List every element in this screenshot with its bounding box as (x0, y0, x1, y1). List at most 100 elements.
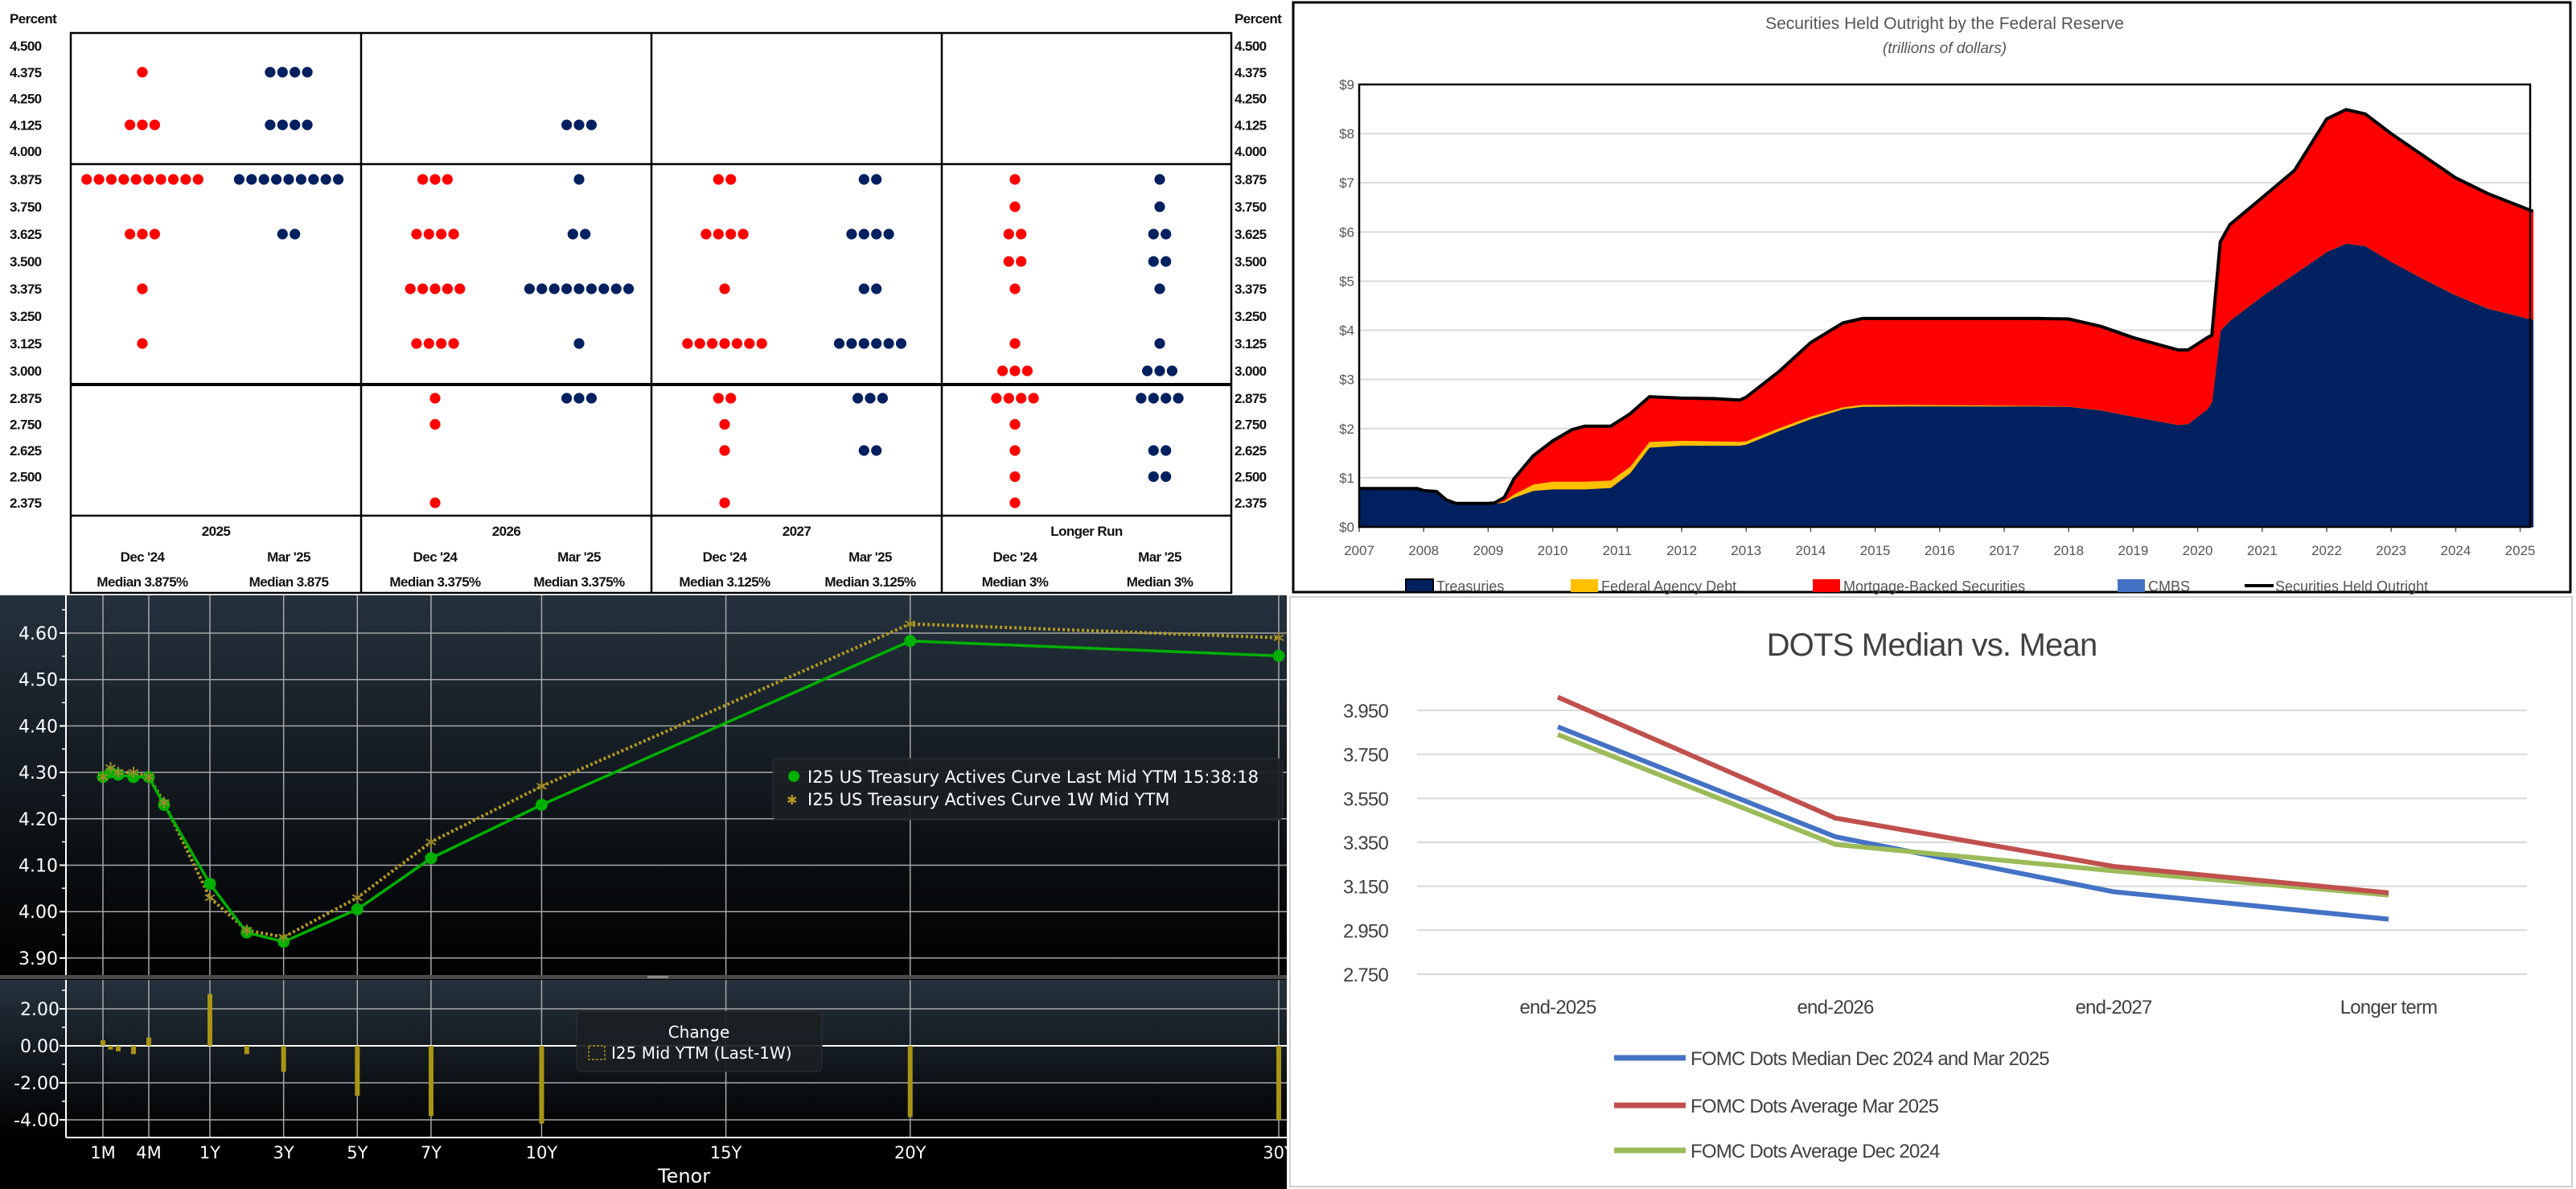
dot-mark (105, 174, 117, 185)
change-bar (281, 1046, 286, 1072)
dot-mark (580, 228, 591, 240)
median-label: Median 3.125% (679, 574, 770, 590)
dot-mark (1148, 393, 1159, 404)
dot-mark (1016, 256, 1027, 267)
dot-mark (417, 174, 429, 185)
dot-mark (707, 338, 718, 349)
median-label: Median 3.375% (533, 574, 625, 590)
y-tick-label-right: 3.000 (1235, 364, 1267, 379)
y-tick-label: 2.750 (1343, 965, 1389, 986)
y-tick-label-left: 3.000 (10, 364, 42, 379)
change-bar (131, 1046, 136, 1055)
x-tick-label: 10Y (526, 1143, 558, 1162)
column-label: Mar '25 (1138, 549, 1181, 565)
change-bar (1276, 1046, 1281, 1120)
dot-mark (858, 174, 869, 185)
dot-mark (411, 338, 422, 349)
dot-mark (877, 393, 888, 404)
dot-mark (853, 393, 864, 404)
change-bar (146, 1037, 151, 1046)
dot-mark (997, 365, 1009, 376)
x-tick-label: 2022 (2311, 543, 2342, 558)
group-label: 2027 (783, 524, 811, 539)
dot-mark (1154, 338, 1165, 349)
dot-mark (719, 283, 730, 294)
y-tick-label: 4.50 (18, 671, 58, 691)
dot-mark (143, 174, 154, 185)
y-tick-label: 4.20 (18, 810, 58, 830)
y-tick-label-left: 2.750 (10, 418, 42, 433)
y-axis-label-right: Percent (1235, 11, 1282, 27)
legend-label: FOMC Dots Median Dec 2024 and Mar 2025 (1691, 1048, 2049, 1070)
dot-mark (137, 228, 148, 240)
x-tick-label: 1Y (199, 1143, 220, 1162)
y-tick-label: 3.90 (18, 949, 58, 969)
dot-mark (1009, 365, 1021, 376)
legend-swatch (1405, 578, 1434, 593)
series-line (1556, 732, 2389, 898)
dots-median-mean-chart: DOTS Median vs. Mean 3.950 3.750 3.550 3.35… (1289, 596, 2573, 1187)
dot-mark (448, 228, 459, 240)
star-stroke (97, 773, 109, 781)
dot-mark (623, 283, 635, 294)
y-tick-label-left: 3.125 (10, 336, 42, 352)
dot-mark (1003, 393, 1014, 404)
dot-mark (858, 228, 869, 240)
y-tick-label: 0.00 (20, 1037, 60, 1057)
dot-mark (756, 338, 767, 349)
dot-mark (883, 338, 894, 349)
x-tick-label: 2009 (1473, 543, 1503, 558)
dot-mark (81, 174, 92, 185)
x-tick-label: 4M (136, 1143, 161, 1162)
column-label: Mar '25 (848, 549, 892, 565)
panel-divider[interactable] (0, 975, 1287, 979)
dot-mark (895, 338, 907, 349)
x-tick-label: 5Y (347, 1143, 368, 1162)
x-tick-label: 2020 (2183, 543, 2213, 558)
dot-mark (320, 174, 331, 185)
treasury-curve-panel: 1M 4M 1Y 3Y 5Y 7Y 10Y 15Y 20Y 30Y 4.60 4.50 4.40 4.30… (0, 595, 1287, 1189)
dot-mark (180, 174, 191, 185)
dot-mark (1009, 418, 1021, 430)
star-stroke (105, 763, 117, 771)
fomc-dot-plot-chart: Percent Percent 4.500 4.500 4.375 4.375 4.25… (10, 11, 1283, 594)
divider-grip-handle[interactable] (647, 976, 668, 978)
median-label: Median 3.875 (249, 574, 329, 590)
x-tick-label: 2024 (2440, 543, 2471, 558)
dot-mark (1154, 174, 1165, 185)
y-tick-label-right: 3.250 (1235, 309, 1267, 324)
star-stroke (1273, 634, 1284, 642)
x-tick-label: 2014 (1795, 543, 1826, 558)
dot-mark (125, 228, 136, 240)
x-tick-label: 2017 (1989, 543, 2019, 558)
y-tick-label-left: 3.500 (10, 254, 42, 269)
dot-mark (725, 393, 737, 404)
dot-mark (1166, 365, 1177, 376)
dot-mark (871, 283, 882, 294)
legend-label: Securities Held Outright (2275, 578, 2428, 594)
dot-mark (1028, 393, 1039, 404)
x-category-label: end-2027 (2075, 997, 2151, 1018)
fed-securities-chart: Securities Held Outright by the Federal … (1292, 1, 2572, 594)
one-week-star-marker (905, 618, 916, 630)
median-label: Median 3% (1127, 574, 1194, 590)
chart-subtitle: (trillions of dollars) (1883, 40, 2007, 57)
dot-mark (737, 228, 749, 240)
dot-mark (871, 174, 882, 185)
change-legend: Change I25 Mid YTM (Last-1W) (576, 1010, 823, 1072)
y-tick-label: $3 (1339, 372, 1354, 388)
dot-mark (442, 283, 454, 294)
dot-mark (573, 393, 585, 404)
dot-mark (1003, 256, 1014, 267)
dot-mark (1136, 393, 1147, 404)
plot-frame (1358, 83, 2532, 529)
one-week-star-marker (425, 836, 437, 848)
last-mid-point (904, 635, 917, 648)
dot-mark (1154, 201, 1165, 212)
dot-mark (155, 174, 166, 185)
dot-mark (682, 338, 693, 349)
dot-mark (846, 338, 857, 349)
dot-mark (725, 174, 737, 185)
group-label: Longer Run (1050, 524, 1123, 539)
x-category-label: end-2025 (1519, 997, 1596, 1018)
